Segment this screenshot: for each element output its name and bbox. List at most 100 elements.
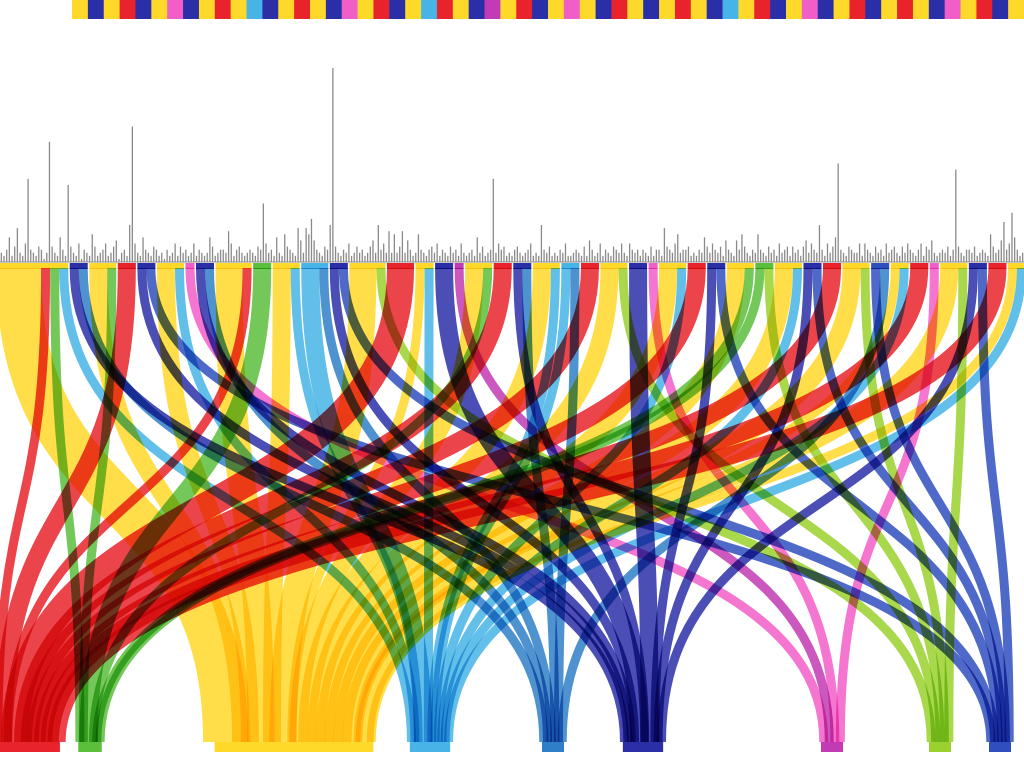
- upper-node: [707, 263, 726, 269]
- strip-segment: [87, 0, 105, 19]
- strip-segment: [167, 0, 184, 19]
- upper-node: [871, 263, 890, 269]
- strip-segment: [611, 0, 628, 19]
- lower-node: [622, 742, 664, 752]
- upper-node: [185, 263, 195, 269]
- upper-node: [687, 263, 706, 269]
- strip-segment: [373, 0, 390, 19]
- strip-segment: [563, 0, 581, 19]
- upper-node: [755, 263, 774, 269]
- upper-node: [823, 263, 842, 269]
- flow-band: [355, 267, 959, 743]
- strip-segment: [310, 0, 327, 19]
- strip-segment: [325, 0, 343, 19]
- strip-segment: [405, 0, 422, 19]
- strip-segment: [770, 0, 787, 19]
- strip-segment: [135, 0, 152, 19]
- strip-segment: [294, 0, 311, 19]
- strip-segment: [341, 0, 359, 19]
- lower-node: [929, 742, 951, 752]
- upper-node: [329, 263, 348, 269]
- strip-segment: [516, 0, 533, 19]
- lower-node-row: [0, 742, 1011, 752]
- top-color-strip: [72, 0, 1024, 19]
- lower-node: [821, 742, 843, 752]
- upper-node: [349, 263, 386, 269]
- upper-node: [532, 263, 560, 269]
- upper-node: [253, 263, 272, 269]
- strip-segment: [944, 0, 962, 19]
- strip-segment: [849, 0, 866, 19]
- strip-segment: [103, 0, 121, 19]
- strip-segment: [897, 0, 914, 19]
- upper-node: [69, 263, 88, 269]
- strip-segment: [1008, 0, 1024, 19]
- strip-segment: [452, 0, 470, 19]
- lower-node: [542, 742, 564, 752]
- strip-segment: [706, 0, 724, 19]
- upper-node: [215, 263, 252, 269]
- flow-band: [0, 267, 136, 743]
- strip-segment: [262, 0, 279, 19]
- flow-band: [944, 267, 968, 743]
- upper-node: [117, 263, 136, 269]
- strip-segment: [278, 0, 295, 19]
- upper-node: [156, 263, 184, 269]
- strip-segment: [500, 0, 517, 19]
- strip-segment: [119, 0, 137, 19]
- strip-segment: [833, 0, 851, 19]
- strip-segment: [722, 0, 739, 19]
- strip-segment: [912, 0, 930, 19]
- strip-segment: [214, 0, 232, 19]
- upper-node: [890, 263, 909, 269]
- upper-node: [910, 263, 929, 269]
- strip-segment: [246, 0, 263, 19]
- upper-node: [0, 263, 69, 269]
- strip-segment: [198, 0, 216, 19]
- flow-band: [47, 267, 1007, 743]
- upper-node: [465, 263, 493, 269]
- upper-node: [803, 263, 822, 269]
- flow-band: [20, 267, 599, 743]
- upper-node: [561, 263, 580, 269]
- upper-node: [929, 263, 939, 269]
- flow-bands: [0, 267, 1024, 743]
- lower-node: [989, 742, 1011, 752]
- strip-segment: [389, 0, 406, 19]
- upper-node: [726, 263, 754, 269]
- strip-segment: [801, 0, 819, 19]
- strip-segment: [738, 0, 755, 19]
- strip-segment: [532, 0, 549, 19]
- strip-segment: [960, 0, 977, 19]
- upper-node: [648, 263, 658, 269]
- flow-band: [342, 267, 861, 743]
- upper-node: [415, 263, 434, 269]
- strip-segment: [690, 0, 708, 19]
- strip-segment: [817, 0, 835, 19]
- strip-segment: [754, 0, 771, 19]
- strip-segment: [468, 0, 486, 19]
- strip-segment: [674, 0, 692, 19]
- strip-segment: [421, 0, 438, 19]
- upper-node: [842, 263, 870, 269]
- upper-node: [272, 263, 300, 269]
- strip-segment: [357, 0, 375, 19]
- upper-node: [968, 263, 987, 269]
- flow-band: [1, 267, 415, 743]
- lower-node: [78, 742, 102, 752]
- upper-node: [301, 263, 329, 269]
- upper-node: [493, 263, 512, 269]
- upper-node: [513, 263, 532, 269]
- strip-segment: [881, 0, 898, 19]
- strip-segment: [786, 0, 803, 19]
- strip-segment: [484, 0, 501, 19]
- upper-node: [435, 263, 454, 269]
- upper-node: [629, 263, 648, 269]
- strip-segment: [928, 0, 946, 19]
- upper-node: [454, 263, 464, 269]
- strip-segment: [436, 0, 454, 19]
- lower-node: [214, 742, 374, 752]
- strip-segment: [151, 0, 168, 19]
- upper-node: [195, 263, 215, 269]
